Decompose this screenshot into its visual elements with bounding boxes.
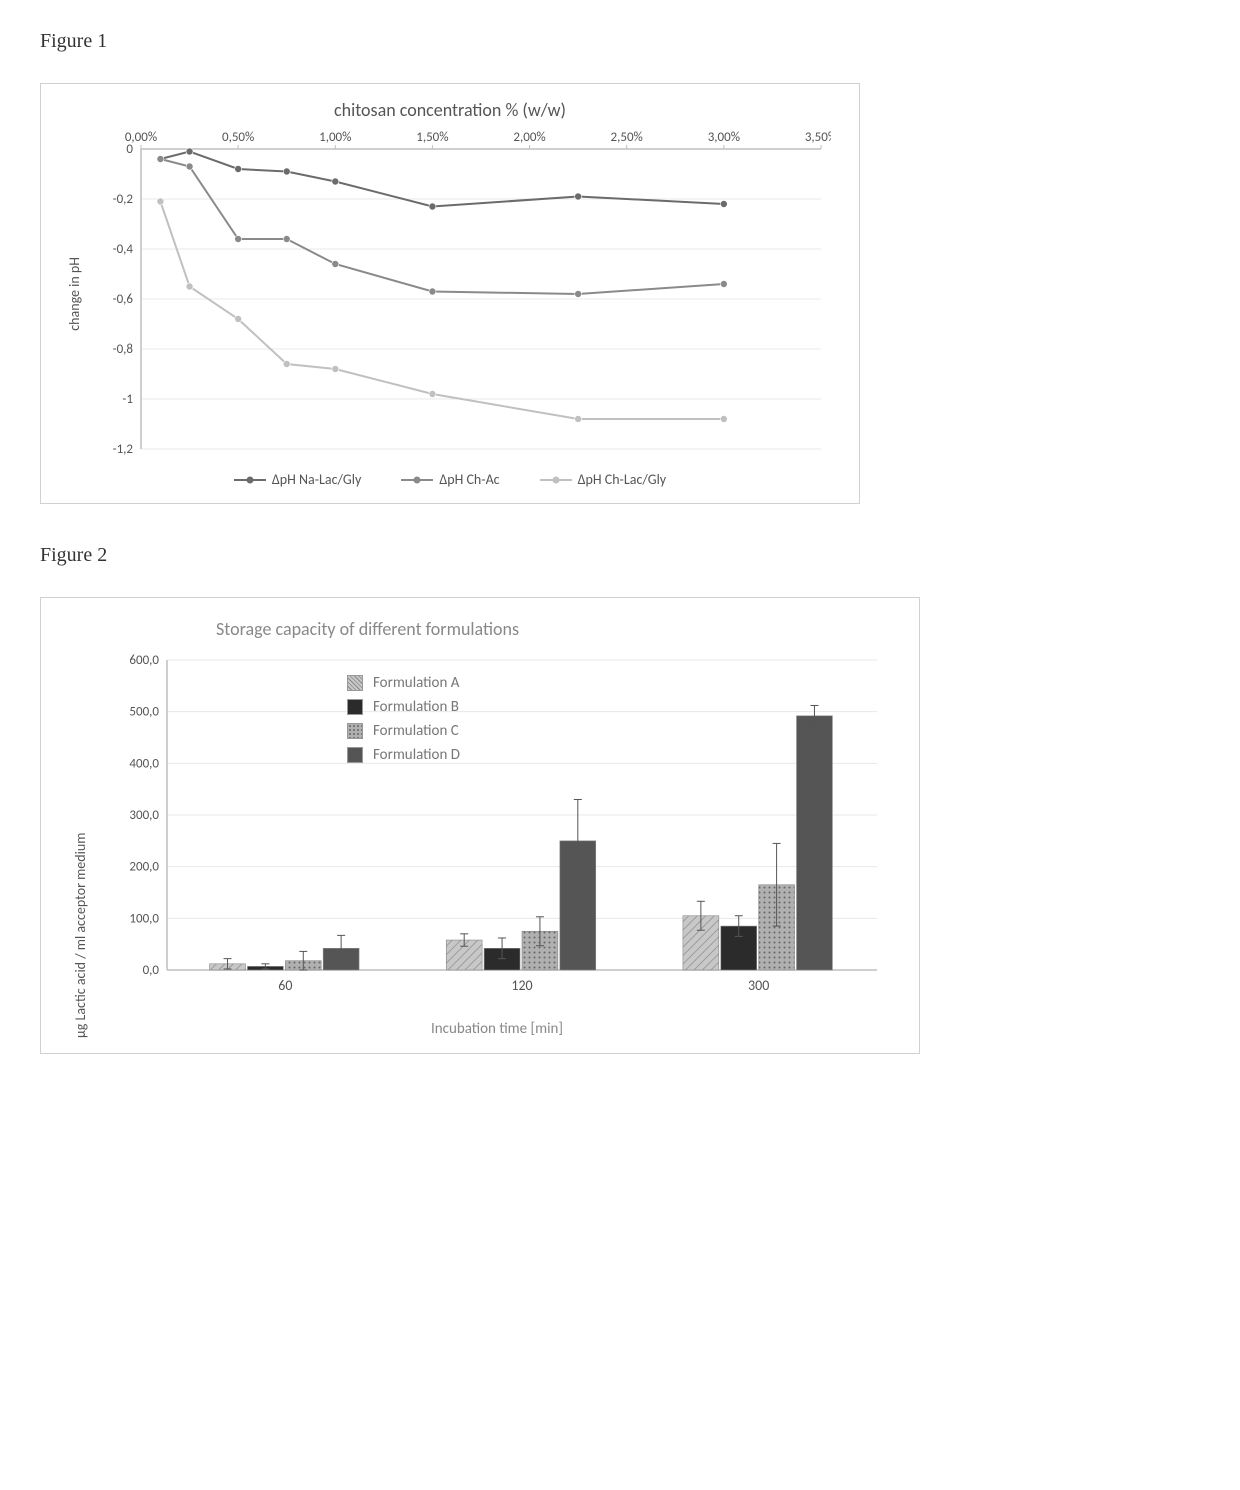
figure2-legend-item: Formulation C [347,722,460,740]
svg-text:0,50%: 0,50% [222,130,254,145]
svg-text:0,0: 0,0 [143,963,160,978]
figure1-legend-item: ΔpH Na-Lac/Gly [234,471,361,488]
figure2-legend-item: Formulation A [347,674,460,692]
svg-text:-0,8: -0,8 [113,342,134,357]
figure1-chart-title: chitosan concentration % (w/w) [66,99,834,121]
svg-text:300: 300 [748,977,769,994]
svg-text:3,00%: 3,00% [708,130,740,145]
figure1-plot: 0-0,2-0,4-0,6-0,8-1-1,20,00%0,50%1,00%1,… [91,129,831,459]
svg-text:-1,2: -1,2 [113,442,134,457]
svg-text:0,00%: 0,00% [125,130,157,145]
svg-text:1,00%: 1,00% [319,130,351,145]
svg-text:300,0: 300,0 [129,808,159,823]
figure2-label: Figure 2 [40,544,1200,567]
svg-text:1,50%: 1,50% [416,130,448,145]
svg-text:3,50%: 3,50% [805,130,831,145]
svg-text:200,0: 200,0 [129,860,159,875]
figure1-y-label: change in pH [66,257,83,331]
figure2-plot: 0,0 100,0 200,0 300,0 400,0 500,0 600,0 60 120 30… [97,650,897,1010]
figure1-label: Figure 1 [40,30,1200,53]
svg-text:120: 120 [511,977,532,994]
figure1-legend-item: ΔpH Ch-Lac/Gly [540,471,667,488]
svg-text:2,50%: 2,50% [611,130,643,145]
figure1-legend-item: ΔpH Ch-Ac [401,471,499,488]
svg-text:-0,2: -0,2 [113,192,134,207]
svg-text:500,0: 500,0 [129,705,159,720]
figure2-chart-title: Storage capacity of different formulatio… [216,618,894,640]
figure1-chart: chitosan concentration % (w/w) change in… [40,83,860,504]
svg-text:100,0: 100,0 [129,911,159,926]
svg-text:400,0: 400,0 [129,756,159,771]
svg-text:-0,4: -0,4 [113,242,134,257]
figure2-chart: Storage capacity of different formulatio… [40,597,920,1054]
figure2-legend: Formulation A Formulation B Formulation C F… [347,668,460,770]
figure2-y-label: μg Lactic acid / ml acceptor medium [72,650,89,1038]
svg-text:60: 60 [278,977,292,994]
svg-text:-1: -1 [122,392,133,407]
figure1-legend: ΔpH Na-Lac/Gly ΔpH Ch-Ac ΔpH Ch-Lac/Gly [66,471,834,488]
figure2-legend-item: Formulation B [347,698,460,716]
svg-text:600,0: 600,0 [129,653,159,668]
figure2-x-label: Incubation time [min] [97,1020,897,1038]
svg-text:-0,6: -0,6 [113,292,134,307]
svg-text:2,00%: 2,00% [513,130,545,145]
figure2-legend-item: Formulation D [347,746,460,764]
